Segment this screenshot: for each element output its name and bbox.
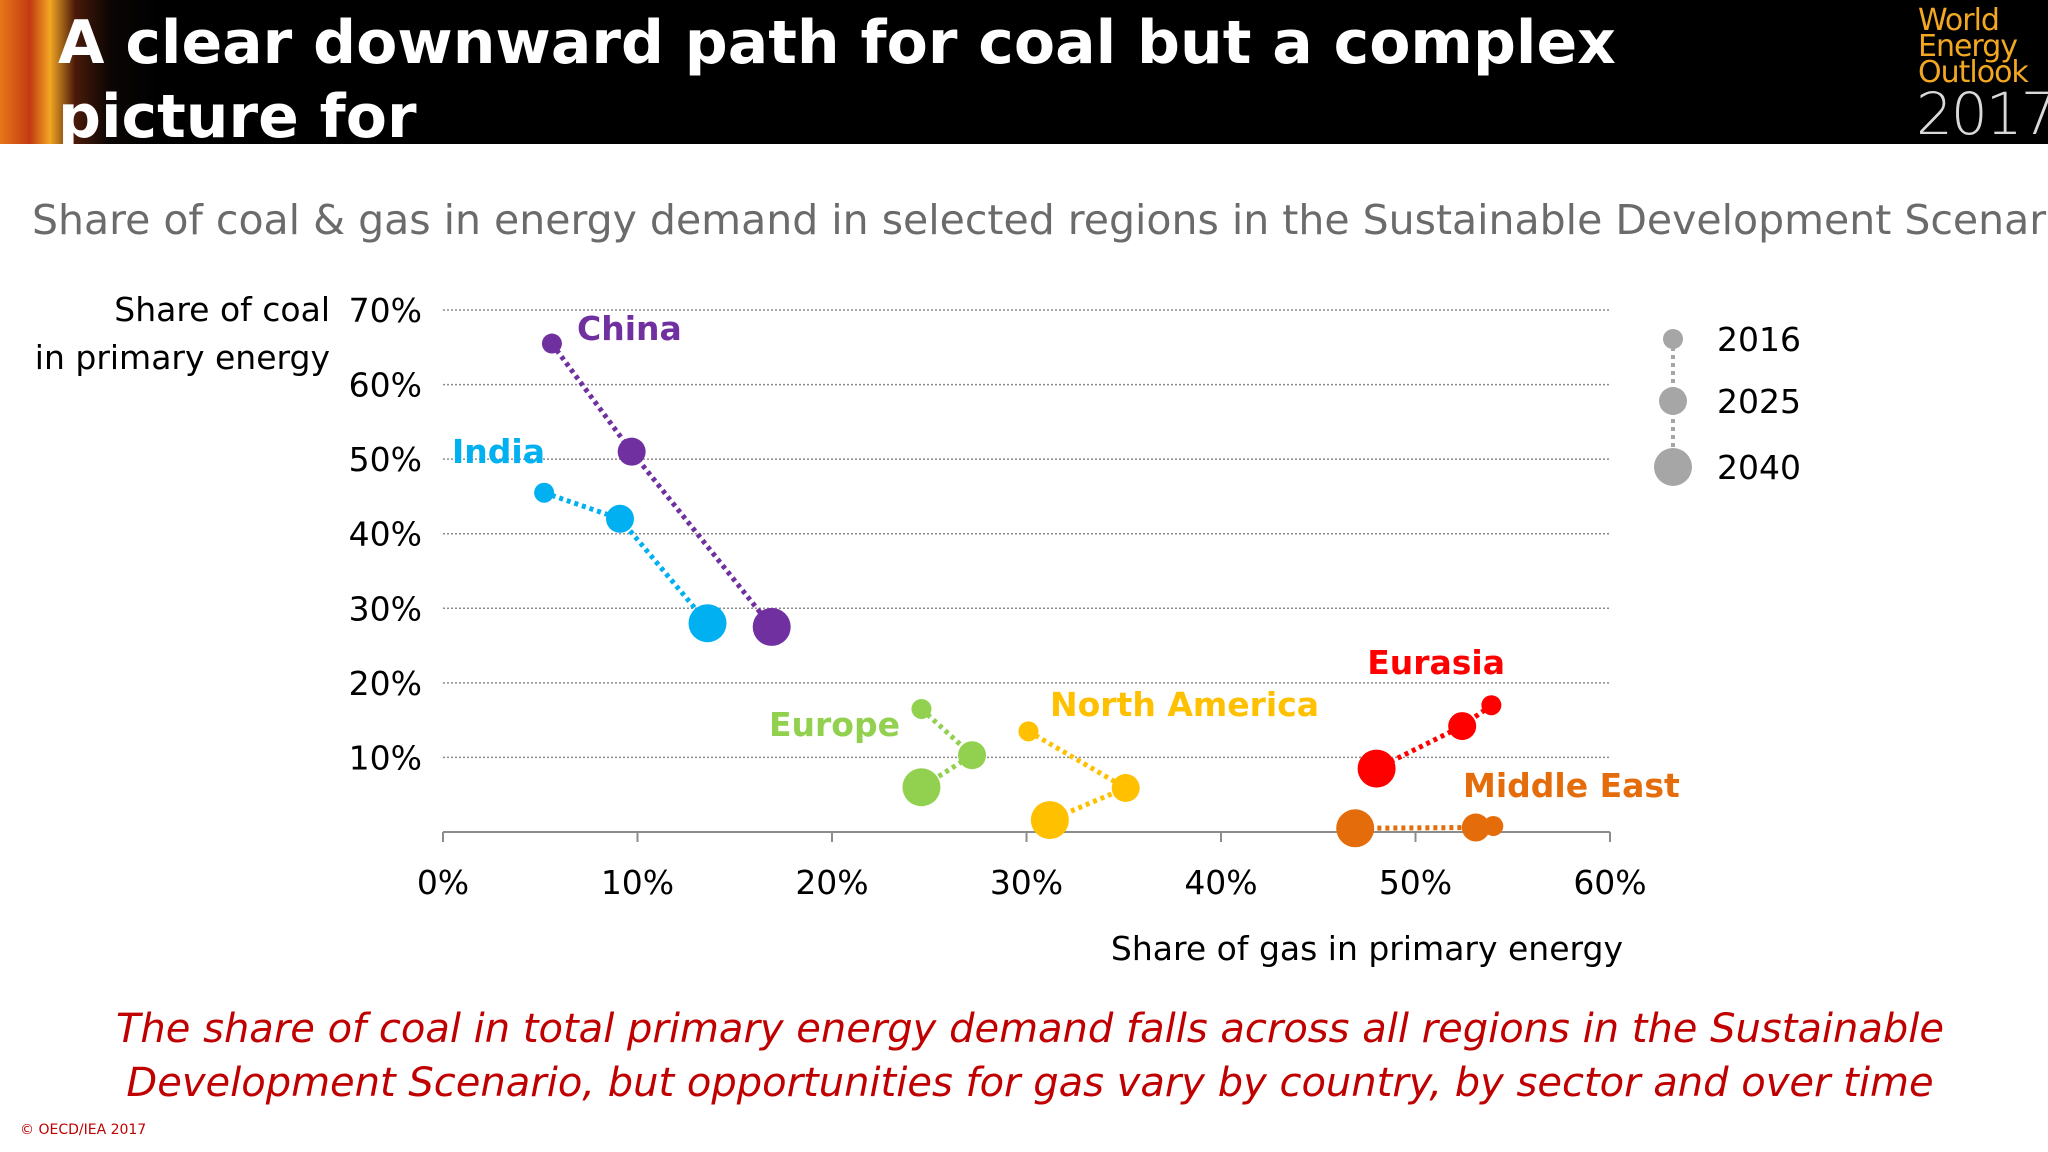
y-axis-title-line2: in primary energy bbox=[35, 338, 330, 377]
slide-title: A clear downward path for coal but a com… bbox=[58, 8, 1616, 226]
x-tick-label: 50% bbox=[1379, 863, 1452, 902]
y-axis-title-line1: Share of coal bbox=[114, 290, 330, 329]
y-tick-label: 40% bbox=[349, 515, 422, 554]
x-tick-label: 60% bbox=[1573, 863, 1646, 902]
point-middle-east-2025 bbox=[1461, 813, 1490, 842]
legend-marker-2025 bbox=[1659, 387, 1687, 415]
series-line-china bbox=[549, 342, 774, 629]
y-tick-label: 20% bbox=[349, 664, 422, 703]
series-label-eurasia: Eurasia bbox=[1367, 643, 1505, 682]
point-north-america-2025 bbox=[1111, 774, 1140, 803]
point-north-america-2040 bbox=[1030, 801, 1069, 840]
point-middle-east-2040 bbox=[1336, 809, 1375, 848]
x-tick-label: 10% bbox=[601, 863, 674, 902]
x-axis-title: Share of gas in primary energy bbox=[1111, 929, 1623, 968]
y-tick-label: 30% bbox=[349, 589, 422, 628]
y-tick-label: 60% bbox=[349, 366, 422, 405]
legend-marker-2040 bbox=[1654, 448, 1692, 486]
y-tick-label: 50% bbox=[349, 440, 422, 479]
legend-label-2016: 2016 bbox=[1717, 320, 1801, 359]
series-label-north-america: North America bbox=[1050, 685, 1319, 724]
weo-logo: World Energy Outlook 2017 bbox=[1912, 3, 2048, 144]
x-tick-label: 20% bbox=[795, 863, 868, 902]
title-banner: A clear downward path for coal but a com… bbox=[0, 0, 2048, 226]
point-india-2040 bbox=[688, 604, 727, 643]
series-label-europe: Europe bbox=[769, 705, 900, 744]
point-india-2016 bbox=[534, 482, 555, 503]
logo-line-energy: Energy bbox=[1918, 29, 2018, 64]
series-label-china: China bbox=[577, 309, 682, 348]
point-china-2040 bbox=[752, 607, 791, 646]
logo-year: 2017 bbox=[1916, 80, 2048, 148]
y-tick-label: 70% bbox=[349, 291, 422, 330]
series-label-india: India bbox=[452, 432, 545, 471]
scatter-chart: 10% 20% 30% 40% 50% 60% 70% 0% 10% 20% 30% 40% 50% 60… bbox=[35, 290, 1801, 968]
x-tick-label: 0% bbox=[417, 863, 469, 902]
point-north-america-2016 bbox=[1018, 721, 1039, 742]
point-europe-2025 bbox=[958, 741, 987, 770]
point-eurasia-2025 bbox=[1448, 712, 1477, 741]
point-europe-2040 bbox=[902, 768, 941, 807]
legend-label-2025: 2025 bbox=[1717, 382, 1801, 421]
legend-label-2040: 2040 bbox=[1717, 448, 1801, 487]
y-tick-label: 10% bbox=[349, 738, 422, 777]
series-label-middle-east: Middle East bbox=[1463, 766, 1680, 805]
point-europe-2016 bbox=[911, 698, 932, 719]
conclusion-text: The share of coal in total primary energ… bbox=[116, 1006, 1944, 1106]
chart-subtitle: Share of coal & gas in energy demand in … bbox=[32, 196, 2048, 244]
x-tick-label: 40% bbox=[1184, 863, 1257, 902]
point-china-2016 bbox=[541, 333, 562, 354]
logo-line-world: World bbox=[1918, 3, 2000, 38]
legend-marker-2016 bbox=[1663, 329, 1683, 349]
x-tick-label: 30% bbox=[990, 863, 1063, 902]
copyright: © OECD/IEA 2017 bbox=[20, 1122, 147, 1138]
point-india-2025 bbox=[605, 504, 634, 533]
point-china-2025 bbox=[617, 437, 646, 466]
point-eurasia-2040 bbox=[1357, 749, 1396, 788]
point-eurasia-2016 bbox=[1481, 695, 1502, 716]
logo-line-outlook: Outlook bbox=[1918, 55, 2029, 90]
series-line-eurasia bbox=[1375, 703, 1493, 771]
